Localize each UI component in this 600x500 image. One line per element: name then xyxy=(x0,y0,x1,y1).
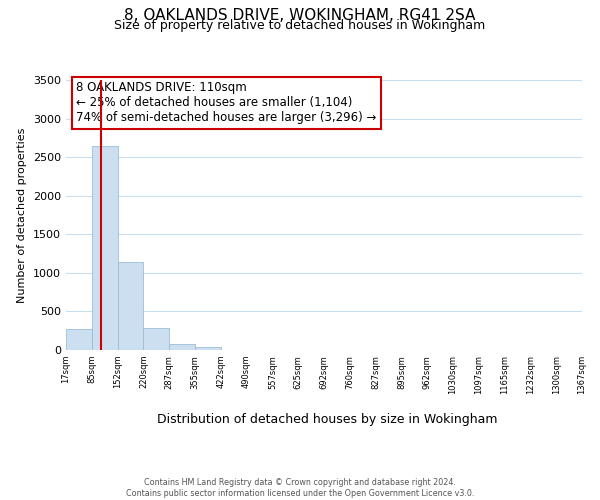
Text: Contains HM Land Registry data © Crown copyright and database right 2024.
Contai: Contains HM Land Registry data © Crown c… xyxy=(126,478,474,498)
Bar xyxy=(195,347,221,350)
Bar xyxy=(169,344,195,350)
Bar xyxy=(118,262,143,350)
Text: Distribution of detached houses by size in Wokingham: Distribution of detached houses by size … xyxy=(157,412,497,426)
Bar xyxy=(66,329,92,350)
Bar xyxy=(143,328,169,350)
Y-axis label: Number of detached properties: Number of detached properties xyxy=(17,128,28,302)
Text: 8 OAKLANDS DRIVE: 110sqm
← 25% of detached houses are smaller (1,104)
74% of sem: 8 OAKLANDS DRIVE: 110sqm ← 25% of detach… xyxy=(76,82,377,124)
Bar xyxy=(92,146,118,350)
Text: Size of property relative to detached houses in Wokingham: Size of property relative to detached ho… xyxy=(115,19,485,32)
Text: 8, OAKLANDS DRIVE, WOKINGHAM, RG41 2SA: 8, OAKLANDS DRIVE, WOKINGHAM, RG41 2SA xyxy=(124,8,476,22)
